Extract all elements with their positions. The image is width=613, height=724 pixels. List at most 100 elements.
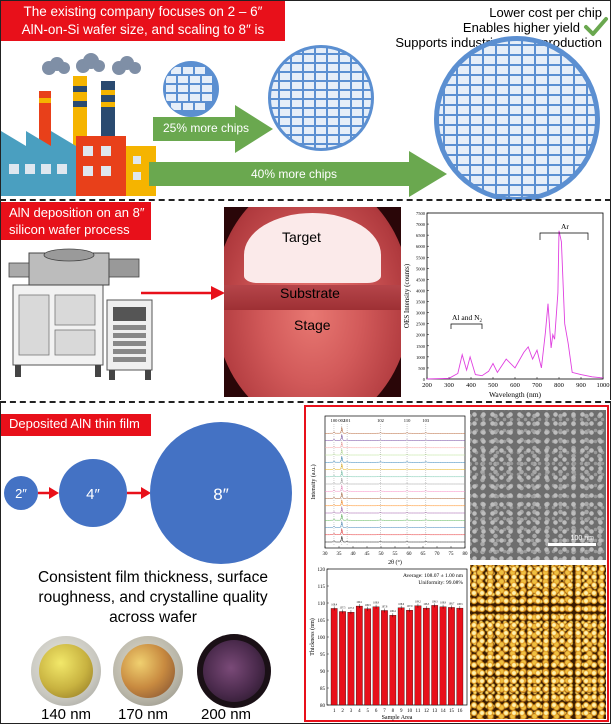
xrd-xtick-label: 70: [435, 552, 441, 557]
xrd-xlabel: 2θ (°): [388, 559, 402, 566]
divider-1: [0, 199, 611, 201]
arrow-icon: [49, 487, 59, 499]
pointer-arrow: [141, 286, 225, 300]
xrd-peak-label: 110: [404, 418, 411, 423]
oes-plot-frame: [426, 212, 604, 380]
wafer-photo-200: [197, 634, 271, 708]
panel-wafer-scaling: The existing company focuses on 2 – 6″ A…: [0, 0, 611, 200]
bar-xtick-label: 15: [449, 709, 455, 714]
divider-2: [0, 401, 611, 403]
xrd-plot-frame: [324, 415, 466, 549]
sem-scale-label: 100 nm: [570, 535, 594, 542]
bar-xtick-label: 8: [392, 709, 395, 714]
xrd-ylabel: Intensity (a.u.): [310, 464, 317, 499]
xrd-series-line: [325, 528, 465, 536]
wafer-4in: [59, 459, 127, 527]
xrd-xtick-label: 45: [365, 552, 371, 557]
factory-icon: [1, 53, 156, 196]
xrd-series-line: [325, 441, 465, 449]
wafer-8in-label: 8″: [213, 485, 228, 504]
bar-xtick-label: 13: [432, 709, 438, 714]
bar-ytick-label: 120: [318, 568, 326, 573]
bar-xtick-label: 4: [358, 709, 361, 714]
xrd-series-line: [325, 470, 465, 478]
oes-xtick-label: 300: [444, 382, 454, 389]
xrd-series-line: [325, 448, 465, 456]
oes-xtick-label: 900: [576, 382, 586, 389]
thickness-bar-label: 107.3: [348, 607, 355, 610]
oes-ytick-label: 1500: [416, 344, 426, 349]
bar-xtick-label: 7: [383, 709, 386, 714]
thickness-bar-label: 108.3: [365, 604, 372, 607]
bar-ytick-label: 85: [320, 687, 326, 692]
panel1-header-line2: AlN-on-Si wafer size, and scaling to 8″ …: [21, 22, 265, 55]
chamber-photo: Target Substrate Stage: [224, 207, 401, 397]
xrd-series-line: [325, 492, 465, 499]
xrd-series-line: [325, 499, 465, 507]
bar-xtick-label: 5: [366, 709, 369, 714]
xrd-series-line: [325, 485, 465, 492]
wafer-photo-170: [113, 636, 183, 706]
thickness-bar-label: 106.4: [390, 610, 397, 613]
xrd-xtick-label: 35: [337, 552, 343, 557]
bar-ytick-label: 100: [318, 636, 326, 641]
deposition-machine: [8, 248, 153, 380]
thickness-bar: [414, 605, 422, 706]
thickness-bar-label: 108.4: [331, 603, 338, 606]
xrd-xtick-label: 30: [323, 552, 329, 557]
thickness-bar: [422, 607, 430, 706]
oes-ytick-label: 0: [423, 377, 426, 382]
oes-bracket-ar: [539, 232, 589, 240]
xrd-series-line: [325, 506, 465, 514]
oes-xlabel: Wavelength (nm): [489, 390, 542, 399]
arrow-40-percent: [149, 151, 447, 197]
oes-ytick-label: 6500: [416, 233, 426, 238]
xrd-series-line: [325, 477, 465, 485]
xrd-xtick-label: 75: [449, 552, 455, 557]
bar-xlabel: Sample Area: [382, 715, 413, 721]
oes-xtick-label: 600: [510, 382, 520, 389]
thickness-label-200: 200 nm: [201, 706, 252, 723]
bar-ylabel: Thickness (nm): [309, 618, 316, 656]
arrow-25-label: 25% more chips: [163, 121, 250, 135]
wafer-8in: [150, 422, 292, 564]
sem-image: 100 nm: [470, 410, 606, 560]
thickness-bar-label: 107.5: [340, 607, 347, 610]
xrd-xtick-label: 40: [351, 552, 357, 557]
sem-scale-bar: [548, 543, 596, 546]
oes-annotation-ar: Ar: [561, 222, 569, 231]
bar-ytick-label: 105: [318, 619, 326, 624]
thickness-bar: [330, 608, 338, 706]
thickness-bar-label: 107.9: [407, 605, 414, 608]
xrd-series-line: [325, 514, 465, 521]
xrd-series-line: [325, 535, 465, 543]
caption-line2: roughness, and crystalline quality: [38, 589, 268, 606]
xrd-xtick-label: 80: [463, 552, 469, 557]
thickness-bar: [389, 615, 397, 706]
panel1-header-line1: The existing company focuses on 2 – 6″: [23, 4, 263, 19]
oes-ytick-label: 3000: [416, 311, 426, 316]
oes-xtick-label: 500: [488, 382, 498, 389]
oes-xtick-label: 400: [466, 382, 476, 389]
bar-xtick-label: 14: [441, 709, 447, 714]
bar-ytick-label: 80: [320, 704, 326, 709]
benefit-cost: Lower cost per chip: [489, 5, 602, 20]
bar-xtick-label: 10: [407, 709, 413, 714]
wafer-2in: [4, 476, 38, 510]
xrd-series-line: [325, 434, 465, 441]
oes-ytick-label: 2000: [416, 333, 426, 338]
oes-xtick-label: 200: [422, 382, 432, 389]
thickness-bar-label: 109.2: [415, 601, 422, 604]
oes-bracket-al-n: [450, 323, 483, 329]
thickness-bar-label: 108.9: [440, 602, 447, 605]
thickness-bar: [456, 607, 464, 706]
thickness-bar-label: 108.6: [398, 603, 405, 606]
oes-ytick-label: 5000: [416, 266, 426, 271]
bar-ytick-label: 115: [318, 585, 326, 590]
wafer-medium: [268, 45, 374, 151]
oes-ytick-label: 7000: [416, 222, 426, 227]
xrd-peak-label: 002: [338, 418, 345, 423]
benefit-yield: Enables higher yield: [462, 20, 580, 35]
oes-annotation-al-n: Al and N2: [452, 313, 483, 324]
